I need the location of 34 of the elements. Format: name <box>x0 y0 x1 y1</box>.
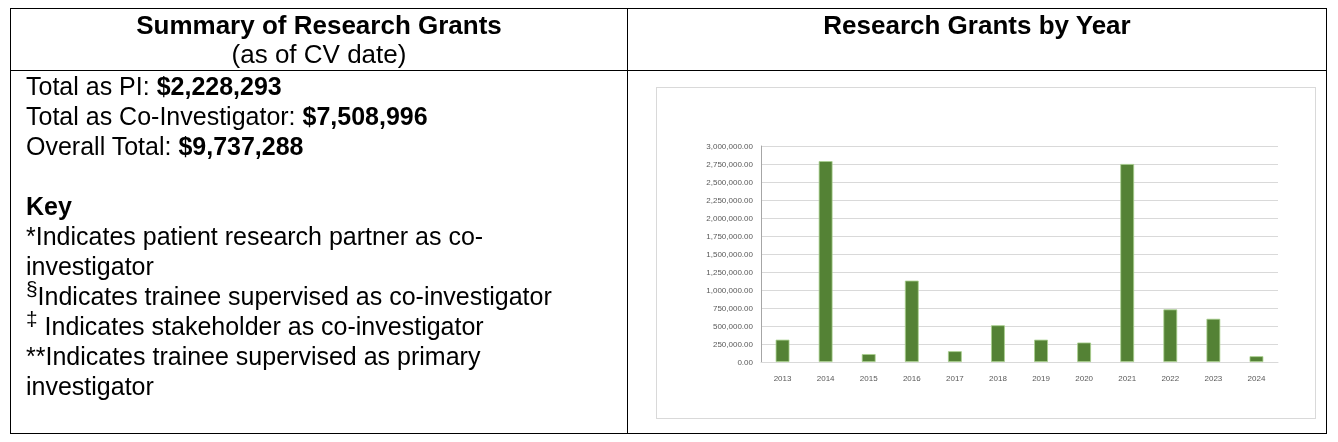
x-tick-label: 2016 <box>902 373 922 383</box>
y-tick-label: 0.00 <box>737 357 754 367</box>
text: Key <box>26 191 73 221</box>
x-tick-label: 2023 <box>1204 373 1223 383</box>
x-tick-label: 2015 <box>859 373 879 383</box>
x-tick-label: 2024 <box>1247 373 1266 383</box>
chart-title: Research Grants by Year <box>822 10 1132 40</box>
text: Total as PI: $2,228,293 <box>26 72 282 100</box>
y-tick-label: 1,750,000.00 <box>706 231 754 241</box>
text: Total as Co-Investigator: $7,508,996 <box>26 102 428 130</box>
x-tick-label: 2013 <box>773 373 792 383</box>
y-tick-label: 2,000,000.00 <box>706 213 754 223</box>
x-tick-label: 2021 <box>1118 373 1137 383</box>
y-tick-label: 750,000.00 <box>712 303 754 313</box>
x-tick-label: 2020 <box>1075 373 1094 383</box>
y-tick-label: 250,000.00 <box>712 339 754 349</box>
y-tick-label: 1,500,000.00 <box>706 249 754 259</box>
text: Overall Total: $9,737,288 <box>26 132 304 160</box>
y-tick-label: 2,250,000.00 <box>706 195 754 205</box>
y-tick-label: 2,750,000.00 <box>706 159 754 169</box>
text: *Indicates patient research partner as co-investigator <box>26 221 485 281</box>
y-tick-label: 1,000,000.00 <box>706 285 754 295</box>
x-tick-label: 2014 <box>816 373 836 383</box>
y-tick-label: 3,000,000.00 <box>706 141 754 151</box>
x-tick-label: 2019 <box>1032 373 1051 383</box>
y-tick-label: 1,250,000.00 <box>706 267 754 277</box>
y-tick-label: 500,000.00 <box>712 321 754 331</box>
text: Summary of Research Grants <box>135 10 503 40</box>
x-tick-label: 2017 <box>945 373 965 383</box>
x-tick-label: 2018 <box>989 373 1008 383</box>
text: **Indicates trainee supervised as primary investigator <box>26 341 482 401</box>
y-tick-label: 2,500,000.00 <box>706 177 754 187</box>
text: (as of CV date) <box>230 39 408 69</box>
x-tick-label: 2022 <box>1161 373 1180 383</box>
